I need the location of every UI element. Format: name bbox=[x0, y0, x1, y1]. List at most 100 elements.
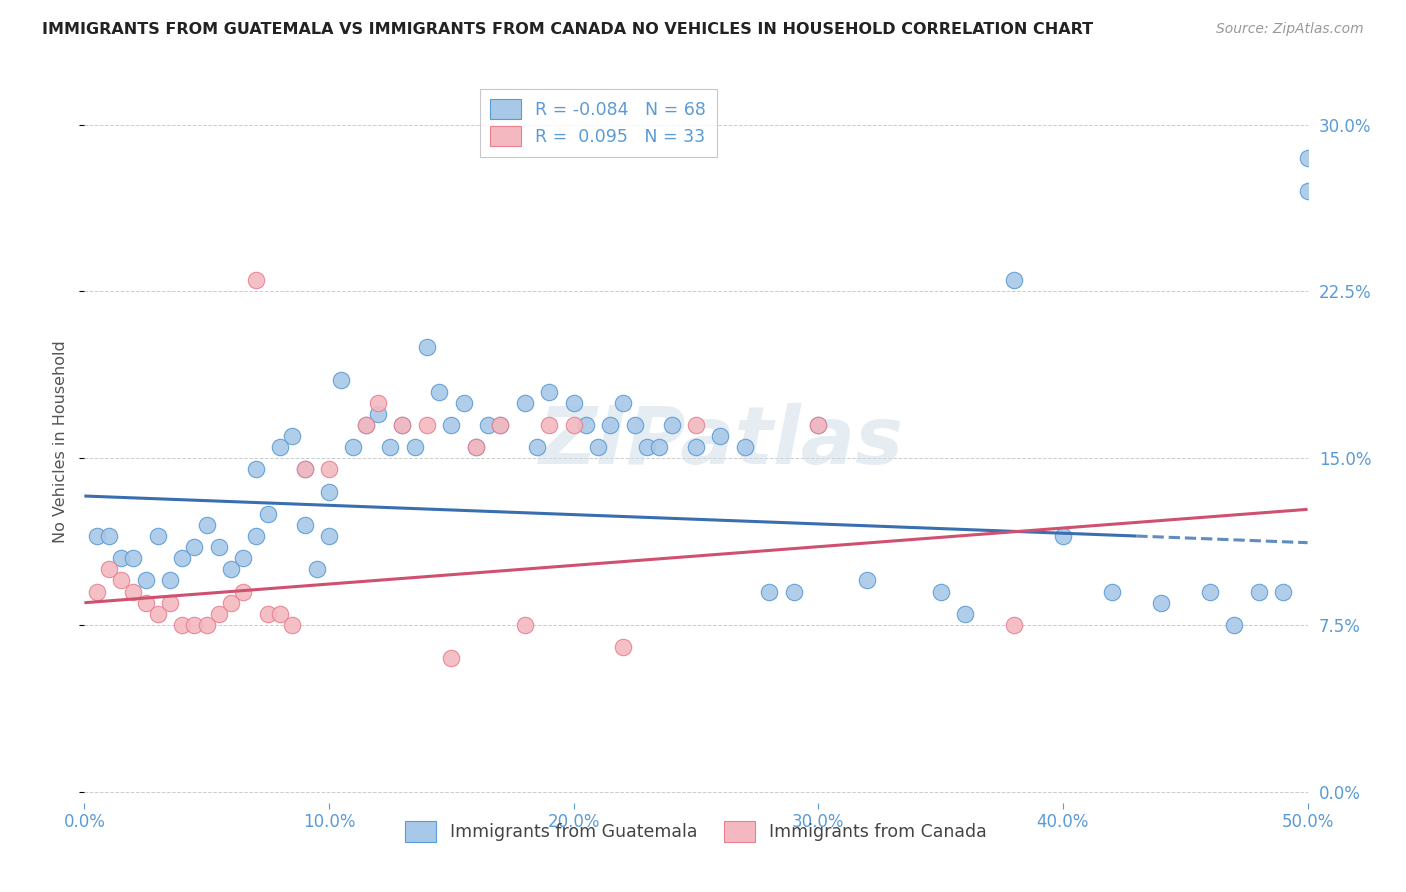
Point bbox=[661, 417, 683, 432]
Point bbox=[1002, 618, 1025, 632]
Point bbox=[464, 440, 486, 454]
Point bbox=[172, 618, 194, 632]
Point bbox=[1296, 185, 1319, 199]
Point bbox=[367, 395, 389, 409]
Point bbox=[183, 618, 205, 632]
Point bbox=[354, 417, 377, 432]
Point bbox=[269, 607, 291, 621]
Point bbox=[294, 517, 316, 532]
Point bbox=[1223, 618, 1246, 632]
Point bbox=[159, 574, 181, 588]
Point bbox=[464, 440, 486, 454]
Point bbox=[489, 417, 512, 432]
Point bbox=[195, 618, 218, 632]
Point bbox=[245, 529, 267, 543]
Point bbox=[404, 440, 426, 454]
Legend: Immigrants from Guatemala, Immigrants from Canada: Immigrants from Guatemala, Immigrants fr… bbox=[395, 811, 997, 852]
Point bbox=[122, 584, 145, 599]
Point bbox=[440, 417, 463, 432]
Point bbox=[354, 417, 377, 432]
Point bbox=[367, 407, 389, 421]
Point bbox=[183, 540, 205, 554]
Point bbox=[416, 417, 439, 432]
Point bbox=[318, 529, 340, 543]
Y-axis label: No Vehicles in Household: No Vehicles in Household bbox=[53, 340, 69, 543]
Text: ZIPatlas: ZIPatlas bbox=[538, 402, 903, 481]
Point bbox=[758, 584, 780, 599]
Point bbox=[159, 596, 181, 610]
Point bbox=[294, 462, 316, 476]
Point bbox=[330, 373, 353, 387]
Point bbox=[1002, 273, 1025, 287]
Point bbox=[1101, 584, 1123, 599]
Point bbox=[269, 440, 291, 454]
Point bbox=[685, 417, 707, 432]
Point bbox=[1247, 584, 1270, 599]
Point bbox=[245, 273, 267, 287]
Point bbox=[453, 395, 475, 409]
Point bbox=[135, 574, 157, 588]
Point bbox=[146, 529, 169, 543]
Point bbox=[636, 440, 658, 454]
Point bbox=[783, 584, 806, 599]
Point bbox=[232, 584, 254, 599]
Text: Source: ZipAtlas.com: Source: ZipAtlas.com bbox=[1216, 22, 1364, 37]
Point bbox=[281, 429, 304, 443]
Point bbox=[305, 562, 328, 576]
Point bbox=[86, 584, 108, 599]
Point bbox=[856, 574, 879, 588]
Point bbox=[477, 417, 499, 432]
Point bbox=[953, 607, 976, 621]
Point bbox=[685, 440, 707, 454]
Point bbox=[929, 584, 952, 599]
Point bbox=[294, 462, 316, 476]
Point bbox=[1150, 596, 1173, 610]
Point bbox=[257, 507, 280, 521]
Point bbox=[575, 417, 598, 432]
Point bbox=[526, 440, 548, 454]
Point bbox=[599, 417, 621, 432]
Point bbox=[122, 551, 145, 566]
Point bbox=[807, 417, 830, 432]
Point bbox=[281, 618, 304, 632]
Point bbox=[538, 417, 561, 432]
Point bbox=[612, 640, 634, 655]
Point bbox=[208, 540, 231, 554]
Point bbox=[538, 384, 561, 399]
Point bbox=[612, 395, 634, 409]
Point bbox=[391, 417, 413, 432]
Point bbox=[586, 440, 609, 454]
Point bbox=[232, 551, 254, 566]
Point bbox=[1296, 151, 1319, 165]
Point bbox=[1272, 584, 1295, 599]
Text: IMMIGRANTS FROM GUATEMALA VS IMMIGRANTS FROM CANADA NO VEHICLES IN HOUSEHOLD COR: IMMIGRANTS FROM GUATEMALA VS IMMIGRANTS … bbox=[42, 22, 1094, 37]
Point bbox=[648, 440, 671, 454]
Point bbox=[416, 340, 439, 354]
Point bbox=[440, 651, 463, 665]
Point bbox=[807, 417, 830, 432]
Point bbox=[146, 607, 169, 621]
Point bbox=[97, 529, 120, 543]
Point bbox=[86, 529, 108, 543]
Point bbox=[624, 417, 647, 432]
Point bbox=[391, 417, 413, 432]
Point bbox=[562, 417, 585, 432]
Point bbox=[219, 562, 242, 576]
Point bbox=[427, 384, 450, 399]
Point bbox=[257, 607, 280, 621]
Point bbox=[380, 440, 402, 454]
Point bbox=[562, 395, 585, 409]
Point bbox=[110, 551, 132, 566]
Point bbox=[172, 551, 194, 566]
Point bbox=[1052, 529, 1074, 543]
Point bbox=[110, 574, 132, 588]
Point bbox=[734, 440, 756, 454]
Point bbox=[513, 395, 536, 409]
Point bbox=[135, 596, 157, 610]
Point bbox=[342, 440, 364, 454]
Point bbox=[709, 429, 731, 443]
Point bbox=[513, 618, 536, 632]
Point bbox=[195, 517, 218, 532]
Point bbox=[97, 562, 120, 576]
Point bbox=[489, 417, 512, 432]
